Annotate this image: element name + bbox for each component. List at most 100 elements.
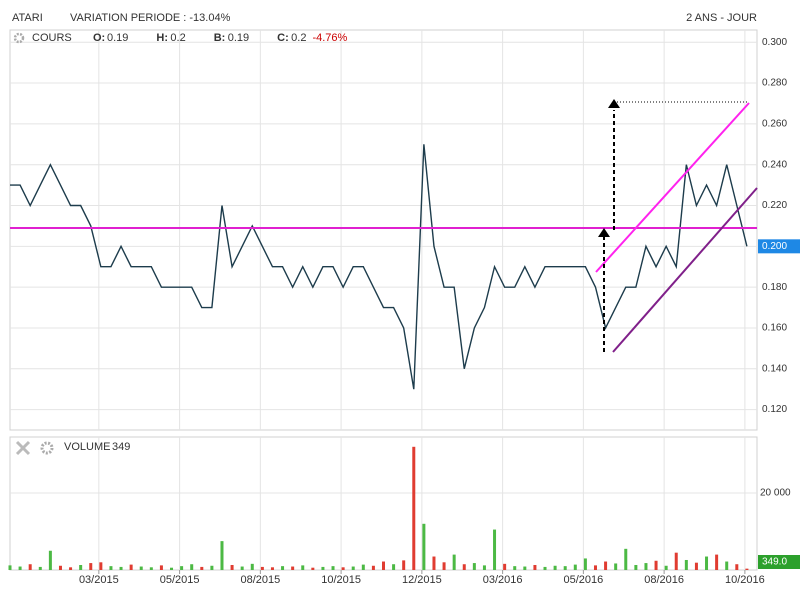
volume-bar <box>493 529 497 570</box>
volume-bar <box>543 566 547 570</box>
ohlc-value: 0.2 <box>291 32 306 44</box>
last-value-box <box>758 239 800 254</box>
series-name: COURS <box>32 32 72 44</box>
annotations <box>10 99 758 353</box>
ohlc-value: 0.19 <box>107 32 128 44</box>
volume-bar <box>715 554 719 570</box>
volume-bar <box>654 560 658 570</box>
volume-bar <box>58 565 62 570</box>
volume-bar <box>200 566 204 570</box>
volume-bar <box>503 563 507 570</box>
volume-bar <box>604 561 608 570</box>
x-tick-label: 10/2016 <box>725 574 765 586</box>
volume-bar <box>341 567 345 570</box>
volume-bar <box>452 554 456 570</box>
volume-bar <box>634 564 638 570</box>
y-tick-label: 20 000 <box>760 488 791 499</box>
volume-bar <box>472 563 476 570</box>
volume-name: VOLUME <box>64 441 110 453</box>
x-tick-label: 05/2016 <box>563 574 603 586</box>
volume-bar <box>664 565 668 570</box>
volume-bar <box>513 566 517 570</box>
y-tick-label: 0.280 <box>762 78 787 89</box>
ohlc-label: C: <box>277 32 289 44</box>
volume-bar <box>270 567 274 570</box>
volume-bar <box>89 563 93 570</box>
y-tick-label: 0.180 <box>762 282 787 293</box>
volume-bar <box>210 565 214 570</box>
volume-bar <box>301 565 305 570</box>
volume-bar <box>79 564 83 570</box>
y-tick-label: 0.300 <box>762 37 787 48</box>
volume-bar <box>674 552 678 570</box>
volume-bar <box>745 568 749 570</box>
volume-bar <box>260 566 264 570</box>
volume-bar <box>422 523 426 570</box>
volume-bar <box>28 564 32 570</box>
x-tick-label: 03/2016 <box>483 574 523 586</box>
x-tick-label: 05/2015 <box>160 574 200 586</box>
volume-bar <box>351 566 355 570</box>
variation: VARIATION PERIODE : -13.04% <box>70 12 231 24</box>
x-tick-label: 03/2015 <box>79 574 119 586</box>
volume-bar <box>533 564 537 570</box>
volume-bar <box>69 567 73 570</box>
volume-bar <box>583 558 587 570</box>
volume-panel <box>9 436 758 571</box>
volume-bar <box>382 561 385 570</box>
y-tick-label: 0.140 <box>762 363 787 374</box>
close-icon[interactable] <box>15 440 31 456</box>
volume-bar <box>684 559 688 570</box>
volume-bar <box>624 548 628 570</box>
ohlc-value: 0.19 <box>228 32 249 44</box>
volume-bar <box>644 563 648 570</box>
last-value-label: 0.200 <box>762 241 787 252</box>
volume-bar <box>371 565 375 570</box>
volume-bar <box>694 562 698 570</box>
y-tick-label: 0.240 <box>762 159 787 170</box>
volume-bar <box>38 566 42 570</box>
volume-bar <box>109 566 113 570</box>
period[interactable]: 2 ANS - JOUR <box>686 12 757 24</box>
settings-icon[interactable] <box>40 441 54 455</box>
last-value-box <box>758 555 800 569</box>
volume-bar <box>311 567 315 570</box>
volume-bar <box>553 565 557 570</box>
y-tick-label: 0.160 <box>762 323 787 334</box>
volume-bar <box>291 566 295 570</box>
y-tick-label: 0.260 <box>762 119 787 130</box>
volume-bar <box>705 556 709 570</box>
x-tick-label: 08/2016 <box>644 574 684 586</box>
volume-bar <box>129 564 133 570</box>
y-tick-label: 0.120 <box>762 404 787 415</box>
volume-bar <box>523 566 527 570</box>
x-tick-label: 10/2015 <box>321 574 361 586</box>
volume-bar <box>573 564 577 570</box>
volume-bar <box>18 566 22 570</box>
volume-bar <box>190 564 194 570</box>
ohlc-label: O: <box>93 32 105 44</box>
ohlc-label: B: <box>214 32 226 44</box>
volume-bar <box>180 566 184 570</box>
change: -4.76% <box>312 32 347 44</box>
volume-bar <box>48 550 52 570</box>
volume-bar <box>482 565 486 570</box>
last-value-label: 349.0 <box>762 557 787 568</box>
volume-bar <box>593 565 597 570</box>
volume-bar <box>563 566 567 570</box>
settings-icon[interactable] <box>13 32 25 44</box>
volume-bar <box>220 541 224 570</box>
volume-bar <box>402 560 406 570</box>
volume-bar <box>139 566 143 570</box>
x-tick-label: 08/2015 <box>240 574 280 586</box>
volume-bar <box>230 564 234 570</box>
volume-bar <box>442 562 446 570</box>
volume-bar <box>159 565 163 570</box>
volume-bar <box>119 566 123 570</box>
volume-bar <box>392 564 396 570</box>
ohlc-value: 0.2 <box>170 32 185 44</box>
volume-bar <box>412 446 416 570</box>
volume-bar <box>149 567 153 570</box>
volume-bar <box>99 562 103 570</box>
volume-bar <box>462 564 466 570</box>
